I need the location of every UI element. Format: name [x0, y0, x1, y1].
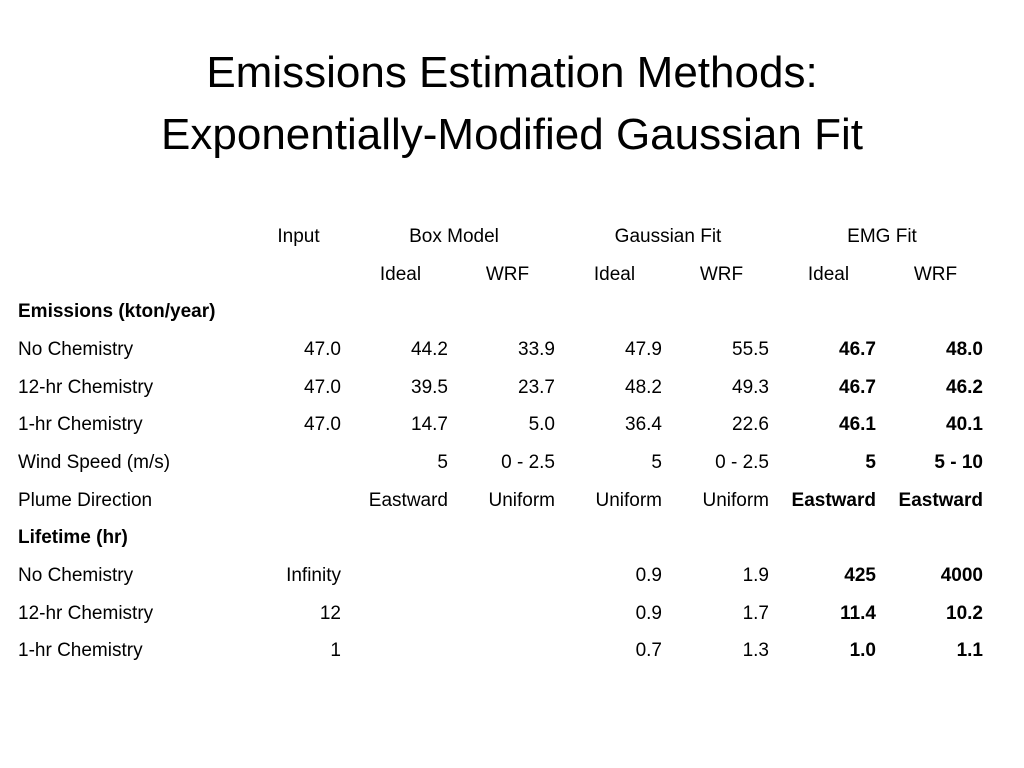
box-ideal-cell: 14.7 [411, 414, 448, 436]
table-row: 12-hr Chemistry 47.0 39.5 23.7 48.2 49.3 46.7 4… [12, 369, 989, 407]
box-ideal-cell: Eastward [368, 489, 448, 511]
emg-ideal-cell: 46.7 [839, 376, 876, 398]
title-line-2: Exponentially-Modified Gaussian Fit [161, 110, 863, 159]
subheader-emg-wrf: WRF [913, 263, 958, 285]
gauss-ideal-cell: 48.2 [625, 376, 662, 398]
gauss-wrf-cell: Uniform [702, 489, 769, 511]
box-ideal-cell [347, 595, 454, 633]
box-wrf-cell: 5.0 [528, 414, 555, 436]
subheader-gauss-wrf: WRF [699, 263, 744, 285]
header-input: Input [277, 225, 320, 247]
emg-wrf-cell: 5 - 10 [934, 451, 983, 473]
emg-ideal-cell: 1.0 [849, 640, 876, 662]
slide-title: Emissions Estimation Methods: Exponentia… [0, 42, 1024, 166]
input-cell: 47.0 [304, 376, 341, 398]
box-ideal-cell: 39.5 [411, 376, 448, 398]
emg-ideal-cell: 46.7 [839, 338, 876, 360]
input-cell: 47.0 [304, 338, 341, 360]
row-label: 12-hr Chemistry [18, 376, 154, 398]
sub-header-row: Ideal WRF Ideal WRF Ideal WRF [12, 256, 989, 294]
header-emg-fit: EMG Fit [847, 225, 917, 247]
section-row-emissions: Emissions (kton/year) [12, 293, 989, 331]
gauss-ideal-cell: 0.9 [635, 565, 662, 587]
gauss-wrf-cell: 1.7 [742, 602, 769, 624]
row-label: No Chemistry [18, 565, 134, 587]
box-wrf-cell [454, 557, 561, 595]
row-label: 1-hr Chemistry [18, 640, 143, 662]
table-row: Plume Direction Eastward Uniform Uniform Uni… [12, 482, 989, 520]
emg-ideal-cell: Eastward [791, 489, 876, 511]
emg-wrf-cell: 1.1 [956, 640, 983, 662]
gauss-wrf-cell: 1.9 [742, 565, 769, 587]
emg-wrf-cell: 40.1 [946, 414, 983, 436]
emg-wrf-cell: Eastward [898, 489, 983, 511]
header-gaussian-fit: Gaussian Fit [614, 225, 722, 247]
box-wrf-cell [454, 633, 561, 671]
gauss-ideal-cell: 0.7 [635, 640, 662, 662]
header-box-model: Box Model [409, 225, 499, 247]
emg-wrf-cell: 46.2 [946, 376, 983, 398]
row-label: Wind Speed (m/s) [18, 451, 171, 473]
gauss-ideal-cell: Uniform [595, 489, 662, 511]
gauss-wrf-cell: 1.3 [742, 640, 769, 662]
group-header-row: Input Box Model Gaussian Fit EMG Fit [12, 218, 989, 256]
gauss-ideal-cell: 47.9 [625, 338, 662, 360]
box-ideal-cell [347, 557, 454, 595]
emg-ideal-cell: 11.4 [840, 602, 876, 624]
subheader-box-wrf: WRF [485, 263, 530, 285]
input-cell: 1 [330, 640, 341, 662]
section-row-lifetime: Lifetime (hr) [12, 520, 989, 558]
gauss-ideal-cell: 5 [651, 451, 662, 473]
emg-ideal-cell: 46.1 [839, 414, 876, 436]
subheader-gauss-ideal: Ideal [593, 263, 636, 285]
box-wrf-cell: Uniform [488, 489, 555, 511]
gauss-wrf-cell: 55.5 [732, 338, 769, 360]
box-ideal-cell [347, 633, 454, 671]
gauss-wrf-cell: 0 - 2.5 [715, 451, 769, 473]
emg-ideal-cell: 425 [844, 565, 876, 587]
box-wrf-cell: 33.9 [518, 338, 555, 360]
input-cell [250, 444, 347, 482]
section-label-lifetime: Lifetime (hr) [18, 527, 128, 549]
subheader-emg-ideal: Ideal [807, 263, 850, 285]
box-wrf-cell: 0 - 2.5 [501, 451, 555, 473]
box-wrf-cell: 23.7 [518, 376, 555, 398]
table-row: 1-hr Chemistry 47.0 14.7 5.0 36.4 22.6 46.1 40.… [12, 406, 989, 444]
row-label: No Chemistry [18, 338, 134, 360]
gauss-ideal-cell: 0.9 [635, 602, 662, 624]
box-wrf-cell [454, 595, 561, 633]
row-label: 12-hr Chemistry [18, 602, 154, 624]
gauss-wrf-cell: 49.3 [732, 376, 769, 398]
emg-wrf-cell: 10.2 [946, 602, 983, 624]
section-label-emissions: Emissions (kton/year) [18, 301, 216, 323]
title-line-1: Emissions Estimation Methods: [206, 48, 818, 97]
gauss-ideal-cell: 36.4 [625, 414, 662, 436]
table-row: 12-hr Chemistry 12 0.9 1.7 11.4 10.2 [12, 595, 989, 633]
emg-ideal-cell: 5 [865, 451, 876, 473]
gauss-wrf-cell: 22.6 [732, 414, 769, 436]
table-row: No Chemistry Infinity 0.9 1.9 425 4000 [12, 557, 989, 595]
table-row: No Chemistry 47.0 44.2 33.9 47.9 55.5 46.7 48.0 [12, 331, 989, 369]
input-cell: 47.0 [304, 414, 341, 436]
emg-wrf-cell: 48.0 [946, 338, 983, 360]
table-row: 1-hr Chemistry 1 0.7 1.3 1.0 1.1 [12, 633, 989, 671]
box-ideal-cell: 5 [437, 451, 448, 473]
input-cell: 12 [319, 602, 341, 624]
lifetime-rows: No Chemistry Infinity 0.9 1.9 425 4000 12-hr C… [12, 557, 989, 670]
box-ideal-cell: 44.2 [411, 338, 448, 360]
table-row: Wind Speed (m/s) 5 0 - 2.5 5 0 - 2.5 5 5 - 10 [12, 444, 989, 482]
input-cell [250, 482, 347, 520]
subheader-box-ideal: Ideal [379, 263, 422, 285]
row-label: 1-hr Chemistry [18, 414, 143, 436]
emg-wrf-cell: 4000 [940, 565, 983, 587]
input-cell: Infinity [286, 565, 341, 587]
emissions-rows: No Chemistry 47.0 44.2 33.9 47.9 55.5 46.7 48.0… [12, 331, 989, 519]
emissions-table: Input Box Model Gaussian Fit EMG Fit Ide… [12, 218, 989, 670]
row-label: Plume Direction [18, 489, 153, 511]
